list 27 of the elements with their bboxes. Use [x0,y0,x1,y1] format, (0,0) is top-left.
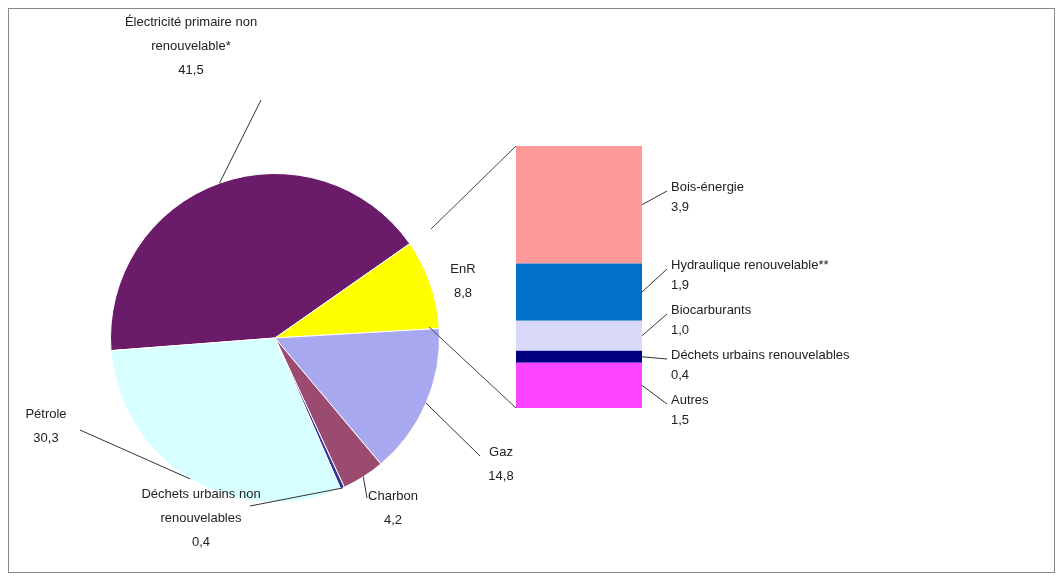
slice-label: EnR [450,261,476,277]
data-label: 3,9 [671,199,690,215]
data-label: 4,2 [383,512,403,528]
bar [516,320,642,351]
slice-label: Charbon [368,488,418,504]
text: Biocarburants [671,302,752,318]
text: Autres [671,392,710,408]
data-label: 1,9 [671,277,690,293]
slice-label: Électricité primaire non renouvelable* [124,14,258,54]
text: Déchets urbains renouvelables [671,347,850,363]
data-label: 1,0 [671,322,690,338]
bar [516,362,642,408]
slice-label: Gaz [489,444,513,460]
data-label: 30,3 [33,430,59,446]
text: Hydraulique renouvelable** [671,257,829,273]
data-label: 1,5 [671,412,690,428]
bar [516,350,642,363]
slice-label: Pétrole [25,406,67,422]
data-label: 41,5 [178,62,204,78]
text: Bois-énergie [671,179,744,195]
data-label: 14,8 [488,468,514,484]
bar [516,146,642,264]
data-label: 0,4 [191,534,211,550]
data-label: 0,4 [671,367,690,383]
slice-label: Déchets urbains non renouvelables [141,486,261,526]
data-label: 8,8 [453,285,473,301]
bar [516,263,642,321]
